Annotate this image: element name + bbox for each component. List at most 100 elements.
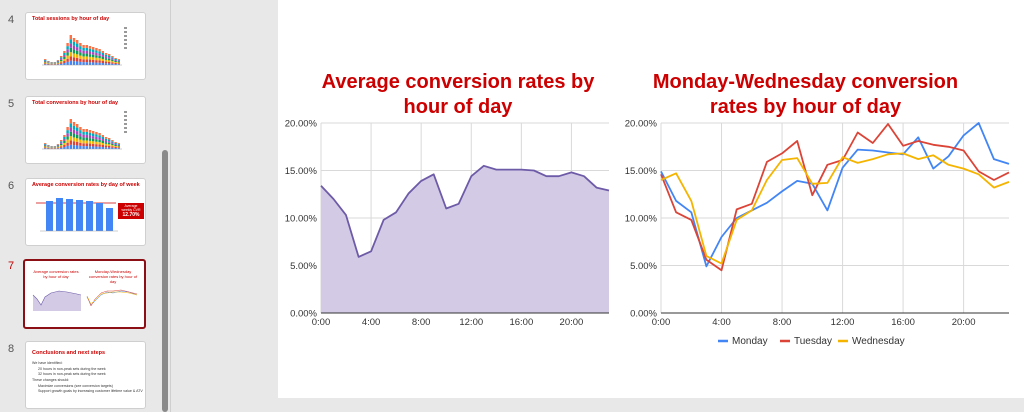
- mini-bar-segment: [63, 145, 66, 147]
- mini-bar-segment: [76, 134, 79, 139]
- mini-bar-segment: [47, 61, 50, 62]
- mini-bar-segment: [56, 146, 60, 148]
- mini-bar-segment: [76, 57, 79, 62]
- mini-bar-segment: [117, 146, 120, 148]
- mini-bar-segment: [111, 143, 114, 146]
- legend-label: Tuesday: [794, 336, 832, 347]
- mini-bar-segment: [92, 138, 95, 142]
- mini-bar-segment: [44, 148, 47, 149]
- y-tick-label: 20.00%: [285, 119, 318, 130]
- mini-bar-segment: [92, 57, 95, 60]
- mini-bar-segment: [88, 46, 92, 49]
- slide-thumbnail-8[interactable]: Conclusions and next steps We have ident…: [25, 341, 146, 409]
- chart-title-left: Average conversion rates by hour of day: [321, 71, 595, 118]
- mini-bar-segment: [95, 48, 98, 51]
- mini-bar-segment: [92, 59, 95, 63]
- mini-bar-segment: [76, 50, 79, 55]
- mini-bar-segment: [82, 137, 85, 141]
- mini-bar-segment: [72, 41, 76, 46]
- mini-bar-segment: [101, 63, 104, 65]
- mini-bar-segment: [69, 144, 72, 149]
- mini-bar-segment: [85, 56, 88, 60]
- mini-bar-segment: [76, 43, 79, 48]
- mini-bar-segment: [101, 147, 104, 149]
- mini-bar-segment: [98, 142, 101, 145]
- mini-bar-segment: [111, 58, 114, 60]
- mini-bar-segment: [44, 143, 47, 144]
- mini-bar-segment: [117, 147, 120, 149]
- slide-number: 4: [8, 14, 15, 26]
- mini-bar-segment: [114, 62, 117, 63]
- mini-bar-segment: [88, 54, 92, 57]
- thumbnail-text: Maximize conversions (see conversion tar…: [38, 384, 113, 388]
- mini-bar-segment: [79, 49, 82, 53]
- mini-bar-segment: [92, 143, 95, 147]
- mini-bar-segment: [98, 55, 101, 59]
- mini-bar-segment: [104, 56, 108, 59]
- mini-bar-segment: [88, 130, 92, 133]
- mini-bar-segment: [47, 64, 50, 65]
- mini-bar-segment: [88, 140, 92, 144]
- y-tick-label: 15.00%: [625, 166, 658, 177]
- mini-bar-segment: [114, 58, 117, 59]
- thumbnail-title: Total conversions by hour of day: [32, 100, 119, 106]
- mini-bar-segment: [114, 61, 117, 62]
- slide-thumbnail-4[interactable]: Total sessions by hour of day: [25, 12, 146, 80]
- slide-thumbnail-5[interactable]: Total conversions by hour of day: [25, 96, 146, 164]
- mini-bar-segment: [98, 51, 101, 54]
- mini-bar-segment: [79, 139, 82, 143]
- mini-bar-segment: [56, 60, 60, 62]
- y-tick-label: 10.00%: [625, 214, 658, 225]
- mini-bar-segment: [82, 134, 85, 138]
- mini-bar-segment: [111, 62, 114, 64]
- mini-bar-segment: [98, 133, 101, 136]
- mini-bar-segment: [47, 61, 50, 63]
- mini-bar-segment: [72, 49, 76, 54]
- mini-bar-segment: [56, 63, 60, 65]
- mini-bar-segment: [108, 145, 111, 148]
- scrollbar-thumb[interactable]: [162, 150, 168, 412]
- mini-bar-segment: [92, 146, 95, 149]
- mini-bar-segment: [108, 55, 111, 58]
- slide-number: 8: [8, 343, 15, 355]
- mini-bar-segment: [92, 131, 95, 134]
- mini-bar-segment: [85, 143, 88, 147]
- mini-bar-segment: [60, 63, 63, 65]
- slide-canvas[interactable]: Average conversion rates by hour of day …: [278, 0, 1024, 398]
- mini-bar-segment: [104, 138, 108, 141]
- y-tick-label: 20.00%: [625, 119, 658, 130]
- mini-bar-segment: [63, 135, 66, 137]
- mini-bar-segment: [47, 145, 50, 147]
- mini-bar-segment: [72, 38, 76, 42]
- mini-bar-segment: [56, 146, 60, 147]
- mini-bar-segment: [63, 59, 66, 61]
- mini-bar-segment: [56, 147, 60, 149]
- mini-bar-segment: [114, 63, 117, 64]
- legend-label: Wednesday: [852, 336, 905, 347]
- mini-bar-segment: [88, 56, 92, 60]
- mini-bar-segment: [66, 133, 69, 137]
- x-tick-label: 8:00: [773, 317, 792, 328]
- mini-bar-segment: [108, 138, 111, 140]
- mini-bar-segment: [79, 61, 82, 65]
- mini-bar-segment: [69, 119, 72, 124]
- mini-bar-segment: [66, 43, 69, 47]
- filmstrip-scrollbar[interactable]: [161, 0, 169, 412]
- mini-bar-segment: [82, 53, 85, 57]
- mini-bar-segment: [79, 55, 82, 59]
- legend-label: Monday: [732, 336, 768, 347]
- mini-bar-segment: [82, 140, 85, 144]
- mini-bar-segment: [101, 53, 104, 55]
- mini-bar-segment: [95, 134, 98, 137]
- mini-bar-segment: [98, 49, 101, 52]
- mini-bar-segment: [92, 141, 95, 144]
- mini-bar-segment: [88, 138, 92, 141]
- mini-bar-segment: [92, 54, 95, 58]
- mini-bar-segment: [101, 61, 104, 63]
- mini-bar-segment: [111, 63, 114, 65]
- slide-thumbnail-7-selected[interactable]: Average conversion rates by hour of day …: [23, 259, 146, 329]
- y-tick-label: 5.00%: [290, 261, 317, 272]
- mini-bar-segment: [63, 141, 66, 143]
- slide-thumbnail-6[interactable]: Average conversion rates by day of week …: [25, 178, 146, 246]
- chart-title-right: Monday-Wednesday conversion rates by hou…: [652, 71, 959, 118]
